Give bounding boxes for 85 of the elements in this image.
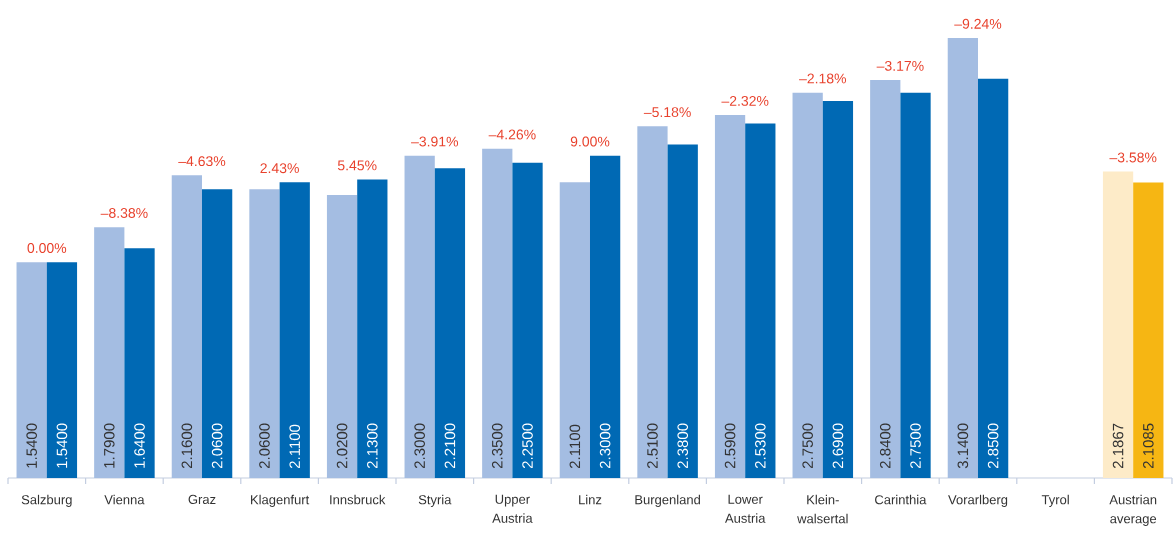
annotation: –8.38%: [100, 208, 148, 218]
data-label: 2.1100: [569, 424, 581, 469]
x-tick-label: Lower Austria: [725, 494, 766, 523]
bar: [326, 194, 358, 478]
data-label: 2.5100: [647, 423, 658, 469]
data-label: 2.7500: [910, 423, 921, 469]
x-tick-label: Vienna: [104, 494, 145, 505]
x-tick-label: Styria: [418, 494, 452, 507]
x-tick-label: Salzburg: [21, 494, 72, 507]
bar: [590, 155, 621, 478]
annotation: –4.26%: [488, 129, 536, 140]
bar: [822, 101, 854, 478]
data-label: 2.7500: [802, 423, 813, 469]
data-label: 2.1300: [367, 423, 378, 469]
annotation: –3.58%: [1109, 152, 1157, 163]
annotation: –4.63%: [178, 156, 226, 167]
data-label: 2.3500: [491, 423, 503, 469]
x-tick-label: Austrian average: [1109, 494, 1157, 526]
data-label: 2.1867: [1112, 423, 1124, 469]
x-tick-label: Klein-walsertal: [797, 494, 848, 524]
data-label: 1.7900: [103, 423, 115, 468]
annotation: –9.24%: [954, 18, 1002, 29]
data-label: 1.5400: [26, 423, 37, 468]
data-label: 2.3800: [677, 423, 689, 469]
data-label: 2.0600: [259, 423, 270, 469]
bar: [94, 227, 125, 478]
data-label: 2.5300: [755, 423, 766, 469]
data-label: 2.2100: [444, 423, 456, 469]
bar: [870, 80, 901, 478]
annotation: –2.32%: [721, 95, 769, 106]
data-label: 2.0200: [336, 423, 348, 469]
annotation: –5.18%: [643, 107, 691, 118]
bar: [482, 148, 513, 478]
data-label: 2.8400: [879, 423, 891, 469]
bar: [404, 155, 435, 478]
x-tick-label: Upper Austria: [492, 494, 533, 523]
annotation: –3.91%: [411, 136, 459, 147]
x-tick-label: Tyrol: [1041, 494, 1069, 507]
data-label: 2.6900: [832, 423, 844, 469]
bar: [714, 115, 746, 478]
data-label: 2.5900: [724, 423, 736, 469]
bar: [171, 175, 202, 478]
bar: [900, 92, 931, 478]
annotation: –2.18%: [799, 73, 847, 84]
bar: [434, 168, 466, 478]
data-label: 2.1100: [289, 424, 301, 469]
bar: [977, 78, 1009, 478]
annotation: 0.00%: [27, 243, 67, 253]
bar: [637, 126, 668, 478]
x-tick-label: Linz: [579, 494, 602, 505]
bar: [745, 123, 776, 478]
bar: [202, 189, 233, 478]
annotation: 5.45%: [337, 160, 377, 171]
bar: [559, 182, 590, 478]
annotation: 9.00%: [570, 136, 610, 147]
annotation: 2.43%: [260, 163, 299, 174]
data-label: 2.1085: [1143, 423, 1154, 469]
data-label: 2.2500: [522, 423, 533, 469]
data-label: 2.8500: [987, 423, 999, 469]
data-label: 1.6400: [134, 423, 145, 468]
x-tick-label: Graz: [188, 494, 216, 504]
bar: [1102, 171, 1134, 478]
data-label: 2.0600: [211, 423, 223, 469]
bar: [792, 92, 823, 478]
bar: [124, 248, 155, 478]
annotation: –3.17%: [876, 60, 924, 71]
bar: [16, 262, 47, 478]
bar: [947, 37, 978, 478]
x-tick-label: Burgenland: [635, 494, 700, 507]
bar: [279, 182, 310, 478]
x-tick-label: Vorarlberg: [948, 494, 1008, 507]
data-label: 2.3000: [414, 423, 425, 469]
data-label: 2.3000: [599, 423, 611, 469]
data-label: 1.5400: [56, 423, 68, 468]
bar: [1133, 182, 1164, 478]
bar: [357, 179, 388, 478]
x-tick-label: Carinthia: [875, 494, 927, 505]
bar: [249, 189, 280, 478]
x-tick-label: Klagenfurt: [251, 494, 310, 507]
x-tick-label: Innsbruck: [330, 494, 386, 505]
bar: [46, 262, 78, 478]
bar: [667, 144, 698, 478]
data-label: 2.1600: [181, 423, 193, 469]
bar: [512, 162, 543, 478]
data-label: 3.1400: [957, 423, 969, 469]
